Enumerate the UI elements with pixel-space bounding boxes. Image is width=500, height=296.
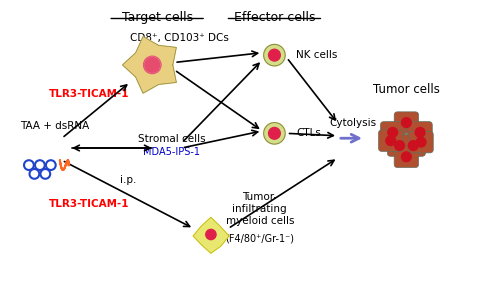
Circle shape <box>268 49 280 61</box>
Circle shape <box>268 128 280 139</box>
Text: i.p.: i.p. <box>120 175 136 185</box>
Text: Stromal cells: Stromal cells <box>138 134 205 144</box>
Text: Effector cells: Effector cells <box>234 11 315 24</box>
FancyBboxPatch shape <box>394 146 418 168</box>
Text: TLR3-TICAM-1: TLR3-TICAM-1 <box>48 89 129 99</box>
Text: TLR3-TICAM-1: TLR3-TICAM-1 <box>48 199 129 209</box>
Circle shape <box>408 141 418 150</box>
Circle shape <box>144 56 161 73</box>
Polygon shape <box>122 37 176 93</box>
FancyBboxPatch shape <box>378 130 403 152</box>
Text: Cytolysis: Cytolysis <box>329 118 376 128</box>
Text: MDA5-IPS-1: MDA5-IPS-1 <box>144 147 201 157</box>
Text: TAA + dsRNA: TAA + dsRNA <box>20 121 89 131</box>
Text: (F4/80⁺/Gr-1⁻): (F4/80⁺/Gr-1⁻) <box>226 234 294 243</box>
FancyBboxPatch shape <box>409 131 434 153</box>
Circle shape <box>264 44 285 66</box>
FancyBboxPatch shape <box>408 122 432 143</box>
FancyBboxPatch shape <box>388 135 412 156</box>
Circle shape <box>415 128 425 137</box>
Circle shape <box>386 136 396 146</box>
Circle shape <box>388 128 398 137</box>
Text: Tumor-
infiltrating
myeloid cells: Tumor- infiltrating myeloid cells <box>226 192 294 226</box>
FancyBboxPatch shape <box>380 122 405 143</box>
Text: CD8⁺, CD103⁺ DCs: CD8⁺, CD103⁺ DCs <box>130 33 228 43</box>
Text: NK cells: NK cells <box>296 50 338 60</box>
Circle shape <box>402 152 411 162</box>
Text: Tumor cells: Tumor cells <box>373 83 440 96</box>
FancyBboxPatch shape <box>401 135 425 156</box>
Circle shape <box>206 229 216 240</box>
Circle shape <box>402 118 411 128</box>
Text: CTLs: CTLs <box>296 128 322 138</box>
Circle shape <box>264 123 285 144</box>
Circle shape <box>416 137 426 147</box>
FancyBboxPatch shape <box>394 112 418 133</box>
Circle shape <box>144 56 161 73</box>
Circle shape <box>394 141 404 150</box>
Polygon shape <box>193 217 229 253</box>
Text: Target cells: Target cells <box>122 11 192 24</box>
